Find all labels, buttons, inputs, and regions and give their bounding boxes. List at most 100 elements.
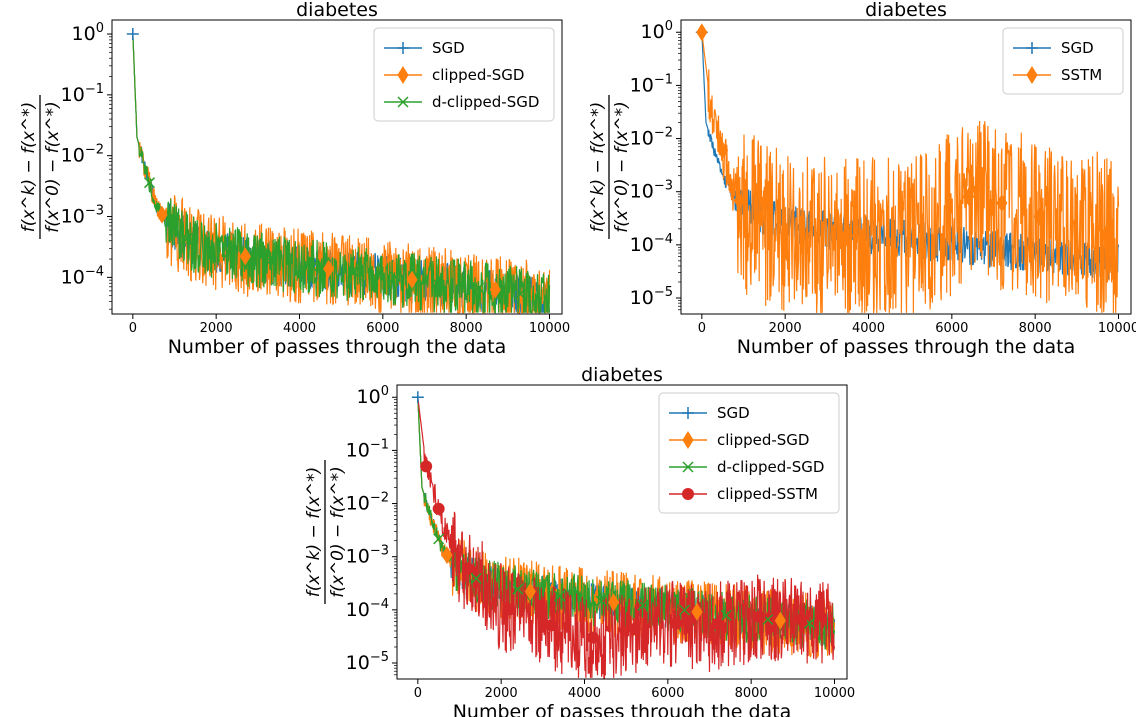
plot-frame (680, 19, 1132, 315)
y-label-denominator: f(x^0) − f(x^*) (43, 101, 63, 232)
y-tick-label: 10−3 (61, 204, 104, 228)
y-tick-label: 10−4 (61, 264, 104, 288)
marker-SSTM (962, 187, 975, 206)
plot-frame (396, 384, 848, 680)
marker-SSTM (1100, 226, 1112, 245)
x-tick-label: 0 (414, 686, 422, 701)
x-axis-label: Number of passes through the data (453, 701, 792, 717)
y-tick-label: 100 (72, 21, 104, 45)
marker-clipped-SSTM (795, 613, 808, 626)
marker-SSTM (996, 194, 1008, 212)
x-tick-label: 10000 (529, 321, 570, 336)
marker-d-clipped-SGD (473, 282, 485, 294)
marker-SSTM (696, 23, 708, 42)
x-axis-label: Number of passes through the data (737, 336, 1076, 358)
x-tick-label: 2000 (200, 321, 233, 336)
marker-d-clipped-SGD (470, 572, 482, 584)
x-tick-label: 4000 (568, 686, 601, 701)
marker-d-clipped-SGD (431, 277, 443, 289)
y-label-denominator: f(x^0) − f(x^*) (612, 101, 632, 232)
chart-panel-1: 0 2000 4000 6000 8000 10000 100 10−1 10−2 10−3 10−… (19, 0, 570, 358)
marker-d-clipped-SGD (264, 255, 276, 267)
y-axis-label: f(x^k) − f(x^*) f(x^0) − f(x^*) (304, 460, 348, 604)
legend-label: d-clipped-SGD (717, 458, 824, 476)
y-axis-label: f(x^k) − f(x^*) f(x^0) − f(x^*) (19, 95, 63, 239)
marker-SGD (411, 391, 424, 404)
chart-title: diabetes (581, 364, 663, 386)
marker-clipped-SSTM (628, 622, 641, 635)
series-line-clipped-SGD (132, 33, 551, 314)
legend: SGD SSTM (1002, 27, 1124, 95)
marker-clipped-SSTM (432, 502, 445, 515)
x-tick-label: 10000 (1098, 321, 1136, 336)
chart-title: diabetes (865, 0, 947, 21)
marker-clipped-SGD (441, 546, 453, 565)
marker-clipped-SGD (489, 280, 501, 299)
marker-d-clipped-SGD (512, 583, 524, 595)
marker-clipped-SGD (608, 593, 620, 612)
marker-d-clipped-SGD (143, 177, 156, 189)
x-tick-label: 4000 (283, 321, 316, 336)
x-axis-label: Number of passes through the data (168, 336, 507, 358)
legend-marker (397, 96, 409, 108)
marker-d-clipped-SGD (223, 247, 235, 259)
marker-d-clipped-SGD (433, 533, 445, 545)
series-line-d-clipped-SGD (132, 33, 551, 314)
y-tick-label: 10−2 (630, 126, 673, 150)
marker-SSTM (733, 191, 745, 210)
marker-clipped-SSTM (461, 562, 474, 575)
y-tick-label: 10−2 (346, 491, 389, 515)
y-tick-label: 100 (357, 384, 389, 408)
y-label-numerator: f(x^k) − f(x^*) (304, 467, 324, 598)
y-tick-label: 10−1 (61, 82, 104, 106)
legend-marker (682, 461, 694, 473)
legend: SGD clipped-SGD d-clipped-SGD clipped-SSTM (658, 392, 840, 514)
y-axis-label: f(x^k) − f(x^*) f(x^0) − f(x^*) (588, 95, 632, 239)
y-tick-label: 10−4 (346, 597, 389, 621)
y-tick-label: 10−1 (630, 72, 673, 96)
x-tick-label: 8000 (735, 686, 768, 701)
legend-label: clipped-SGD (432, 66, 524, 84)
marker-clipped-SGD (774, 611, 786, 630)
x-tick-label: 10000 (814, 686, 855, 701)
marker-clipped-SGD (156, 205, 168, 224)
marker-clipped-SGD (524, 582, 536, 601)
marker-clipped-SSTM (753, 610, 766, 623)
legend-label: clipped-SSTM (717, 485, 818, 503)
marker-SSTM (717, 141, 729, 160)
x-tick-label: 0 (129, 321, 137, 336)
y-tick-label: 10−5 (630, 285, 673, 309)
y-label-denominator: f(x^0) − f(x^*) (328, 466, 348, 597)
legend-marker (1026, 66, 1038, 84)
legend-label: SSTM (1061, 66, 1102, 84)
y-tick-label: 10−3 (630, 179, 673, 203)
y-tick-label: 100 (641, 19, 673, 43)
marker-clipped-SGD (239, 247, 251, 266)
series-line-clipped-SSTM (417, 397, 836, 679)
y-tick-label: 10−5 (346, 650, 389, 674)
marker-d-clipped-SGD (306, 261, 318, 273)
legend-marker (397, 66, 409, 84)
y-tick-label: 10−2 (61, 143, 104, 167)
marker-d-clipped-SGD (348, 266, 360, 278)
x-tick-label: 4000 (852, 321, 885, 336)
legend-marker (682, 431, 694, 449)
marker-clipped-SSTM (420, 460, 433, 473)
marker-clipped-SSTM (586, 631, 599, 644)
marker-SGD (126, 28, 139, 41)
legend-label: clipped-SGD (717, 431, 809, 449)
x-tick-label: 6000 (651, 686, 684, 701)
marker-clipped-SGD (323, 259, 335, 278)
x-tick-label: 2000 (769, 321, 802, 336)
x-tick-label: 8000 (1019, 321, 1052, 336)
chart-panel-2: 0 2000 4000 6000 8000 10000 100 10−1 10−2 10−3 10−… (588, 0, 1136, 358)
x-tick-label: 8000 (450, 321, 483, 336)
marker-d-clipped-SGD (595, 595, 607, 607)
marker-clipped-SSTM (545, 619, 558, 632)
x-tick-label: 2000 (485, 686, 518, 701)
series-line-SSTM (701, 32, 1120, 313)
marker-clipped-SGD (691, 602, 703, 621)
marker-clipped-SSTM (711, 618, 724, 631)
marker-d-clipped-SGD (678, 604, 691, 616)
